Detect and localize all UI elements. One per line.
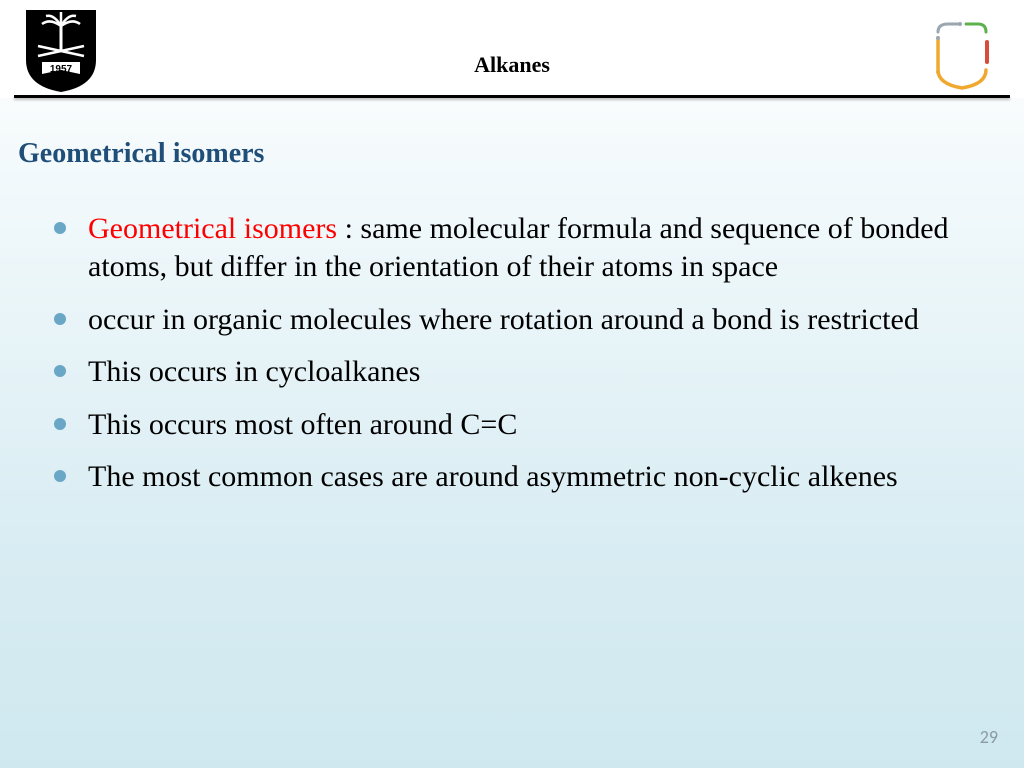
bullet-item: This occurs in cycloalkanes	[40, 353, 964, 391]
bullet-item: This occurs most often around C=C	[40, 406, 964, 444]
bullet-highlight: Geometrical isomers	[88, 212, 345, 245]
bullet-item: Geometrical isomers : same molecular for…	[40, 210, 964, 287]
slide-header: 1957 Alkanes	[0, 0, 1024, 98]
header-divider	[14, 95, 1010, 98]
right-shield-logo	[924, 18, 998, 92]
bullet-text: The most common cases are around asymmet…	[88, 460, 898, 493]
left-shield-logo: 1957	[22, 6, 100, 94]
bullet-item: occur in organic molecules where rotatio…	[40, 301, 964, 339]
slide-subtitle: Geometrical isomers	[18, 138, 264, 170]
bullet-text: This occurs most often around C=C	[88, 408, 517, 441]
bullet-text: This occurs in cycloalkanes	[88, 355, 420, 388]
bullet-text: occur in organic molecules where rotatio…	[88, 303, 919, 336]
bullet-item: The most common cases are around asymmet…	[40, 458, 964, 496]
bullet-list: Geometrical isomers : same molecular for…	[40, 210, 964, 510]
chapter-title: Alkanes	[0, 52, 1024, 78]
page-number: 29	[980, 726, 998, 748]
